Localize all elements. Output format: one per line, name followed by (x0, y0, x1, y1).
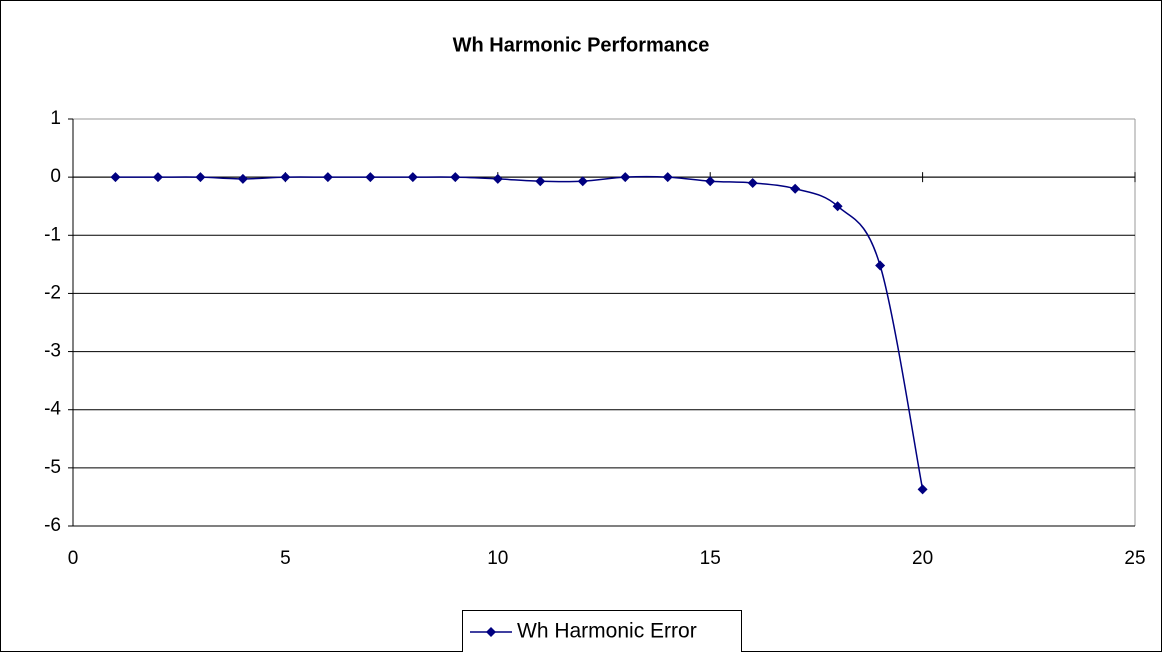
data-point (450, 172, 461, 183)
data-point (917, 484, 928, 495)
y-tick-label: 0 (50, 166, 61, 187)
data-point (110, 172, 121, 183)
data-point (280, 172, 291, 183)
data-point (237, 173, 248, 184)
data-point (577, 176, 588, 187)
data-point (875, 260, 886, 271)
data-point (747, 177, 758, 188)
data-point (832, 201, 843, 212)
x-tick-label: 20 (912, 548, 933, 569)
x-tick-label: 15 (700, 548, 721, 569)
data-point (535, 176, 546, 187)
data-point (365, 172, 376, 183)
data-point (195, 172, 206, 183)
legend-marker (486, 627, 496, 637)
x-tick-label: 25 (1124, 548, 1145, 569)
data-point (152, 172, 163, 183)
y-tick-label: -3 (44, 341, 61, 362)
y-tick-label: -6 (44, 515, 61, 536)
legend-label: Wh Harmonic Error (517, 620, 697, 643)
x-tick-label: 0 (68, 548, 79, 569)
x-tick-label: 10 (487, 548, 508, 569)
y-tick-label: -4 (44, 399, 61, 420)
data-point (662, 172, 673, 183)
x-tick-label: 5 (280, 548, 291, 569)
y-tick-label: 1 (50, 108, 61, 129)
chart-title: Wh Harmonic Performance (453, 34, 710, 56)
data-point (322, 172, 333, 183)
y-tick-label: -1 (44, 224, 61, 245)
y-tick-label: -5 (44, 457, 61, 478)
y-tick-label: -2 (44, 282, 61, 303)
data-point (705, 176, 716, 187)
data-point (492, 173, 503, 184)
data-point (407, 172, 418, 183)
data-point (790, 183, 801, 194)
data-point (620, 172, 631, 183)
